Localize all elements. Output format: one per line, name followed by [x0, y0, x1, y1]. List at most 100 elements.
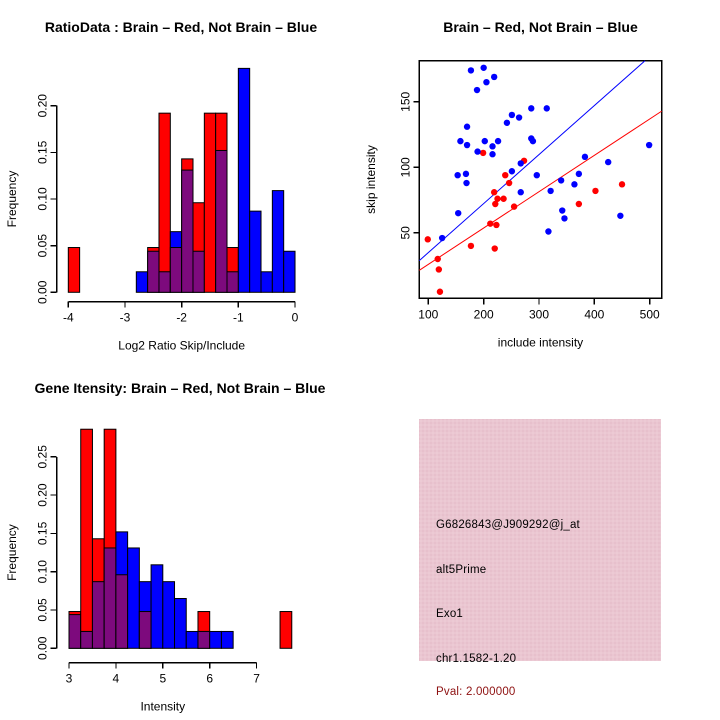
- probe-id-text: G6826843@J909292@j_at: [436, 519, 580, 531]
- scatter-point-blue: [474, 148, 481, 155]
- panel-info: G6826843@J909292@j_at alt5Prime Exo1 chr…: [360, 360, 720, 720]
- y-tick-label: 150: [398, 91, 412, 111]
- y-axis-title: skip intensity: [364, 145, 378, 214]
- histogram-bar-overlap: [103, 547, 117, 649]
- histogram-bar-blue: [174, 598, 187, 649]
- y-axis-title: Frequency: [5, 524, 19, 581]
- histogram-bar-overlap: [147, 250, 160, 293]
- histogram-bar-red: [203, 112, 217, 293]
- histogram-bar-blue: [283, 250, 296, 293]
- intensity-scatter-chart: Brain – Red, Not Brain – Blue 100 200 300 40…: [364, 19, 663, 349]
- scatter-point-blue: [473, 86, 481, 94]
- scatter-point-blue: [557, 177, 565, 184]
- scatter-point-blue: [559, 207, 566, 214]
- scatter-point-red: [510, 203, 518, 210]
- histogram-bar-overlap: [91, 581, 105, 649]
- scatter-point-red: [502, 171, 509, 179]
- scatter-point-blue: [463, 179, 470, 187]
- histogram-bar-overlap: [68, 614, 82, 649]
- scatter-point-blue: [571, 181, 578, 188]
- scatter-point-red: [592, 187, 599, 195]
- x-tick-label: 0: [292, 311, 299, 325]
- plot-frame: [418, 60, 663, 299]
- scatter-point-blue: [517, 160, 524, 167]
- scatter-point-blue: [455, 209, 462, 217]
- info-box: G6826843@J909292@j_at alt5Prime Exo1 chr…: [419, 419, 661, 698]
- scatter-point-blue: [462, 170, 470, 178]
- x-tick-label: 500: [640, 307, 660, 321]
- scatter-point-red: [494, 195, 501, 202]
- histogram-bar-blue: [150, 564, 164, 649]
- x-axis-title: include intensity: [498, 335, 583, 349]
- scatter-point-blue: [533, 171, 540, 179]
- y-axis-title: Frequency: [5, 171, 19, 228]
- x-tick-label: 100: [418, 307, 438, 321]
- scatter-point-blue: [575, 170, 583, 178]
- scatter-point-blue: [515, 114, 523, 121]
- gene-intensity-histogram-chart: Gene Itensity: Brain – Red, Not Brain – …: [5, 380, 326, 714]
- histogram-bar-blue: [135, 271, 149, 293]
- histogram-bar-blue: [127, 547, 140, 649]
- y-tick-label: 100: [398, 157, 412, 177]
- plot-title: Gene Itensity: Brain – Red, Not Brain – …: [35, 380, 326, 396]
- histogram-bar-overlap: [158, 271, 171, 293]
- y-tick-label: 0.00: [36, 636, 50, 660]
- scatter-point-red: [505, 179, 513, 187]
- regression-line-red: [419, 110, 662, 271]
- plot-title: RatioData : Brain – Red, Not Brain – Blu…: [45, 19, 317, 35]
- scatter-point-blue: [604, 158, 612, 166]
- panel-intensity-scatter: Brain – Red, Not Brain – Blue 100 200 300 40…: [360, 0, 720, 360]
- histogram-bar-overlap: [192, 250, 205, 293]
- x-tick-label: 5: [159, 672, 166, 686]
- panel-ratio-histogram: RatioData : Brain – Red, Not Brain – Blu…: [0, 0, 360, 360]
- scatter-point-blue: [529, 137, 537, 145]
- scatter-point-red: [500, 195, 507, 202]
- histogram-bar-overlap: [138, 611, 152, 649]
- x-tick-label: 4: [113, 672, 120, 686]
- pval-text: Pval: 2.000000: [436, 686, 516, 698]
- x-tick-label: -4: [63, 311, 74, 325]
- scatter-point-red: [490, 189, 498, 196]
- y-tick-label: 0.05: [36, 598, 50, 622]
- scatter-point-blue: [503, 119, 511, 126]
- scatter-point-blue: [483, 78, 490, 86]
- y-tick-label: 0.25: [36, 445, 50, 469]
- y-tick-label: 0.20: [36, 483, 50, 507]
- scatter-point-blue: [547, 187, 554, 195]
- scatter-point-blue: [494, 137, 502, 145]
- scatter-point-blue: [480, 64, 487, 71]
- gene-name-text: Exo1: [436, 608, 464, 620]
- y-tick-label: 0.05: [36, 234, 50, 258]
- histogram-bar-blue: [237, 67, 251, 293]
- y-tick-label: 0.20: [36, 94, 50, 118]
- scatter-point-blue: [528, 105, 535, 112]
- histogram-bar-red: [80, 428, 93, 649]
- scatter-point-blue: [463, 141, 471, 149]
- scatter-point-red: [435, 266, 443, 273]
- scatter-point-red: [487, 220, 494, 227]
- scatter-point-blue: [581, 153, 589, 161]
- scatter-point-blue: [543, 105, 550, 112]
- scatter-point-blue: [454, 171, 461, 179]
- event-type-text: alt5Prime: [436, 564, 487, 576]
- scatter-point-blue: [438, 234, 446, 242]
- scatter-point-blue: [490, 73, 498, 81]
- histogram-bar-blue: [220, 630, 234, 649]
- location-text: chr1.1582-1.20: [436, 653, 517, 665]
- scatter-point-blue: [545, 228, 552, 235]
- histogram-bar-blue: [185, 630, 199, 649]
- histogram-bar-overlap: [169, 247, 183, 293]
- scatter-point-blue: [489, 143, 496, 150]
- histogram-bar-blue: [162, 581, 176, 649]
- histogram-bar-blue: [271, 190, 285, 293]
- histogram-bar-blue: [209, 630, 222, 649]
- histogram-bar-blue: [249, 210, 262, 293]
- x-tick-label: -3: [120, 311, 131, 325]
- histogram-bar-overlap: [80, 630, 93, 649]
- x-tick-label: 7: [253, 672, 260, 686]
- scatter-point-red: [575, 200, 583, 208]
- regression-line-blue: [418, 60, 646, 261]
- plot-title: Brain – Red, Not Brain – Blue: [443, 19, 638, 35]
- scatter-point-blue: [489, 151, 496, 158]
- x-axis-title: Intensity: [140, 700, 185, 714]
